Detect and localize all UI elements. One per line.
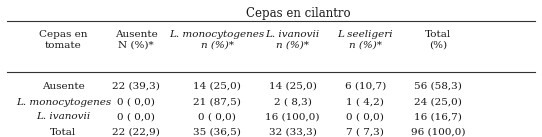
Text: Cepas en cilantro: Cepas en cilantro [246, 7, 350, 20]
Text: 21 (87,5): 21 (87,5) [193, 98, 241, 107]
Text: 1 ( 4,2): 1 ( 4,2) [346, 98, 384, 107]
Text: 16 (100,0): 16 (100,0) [266, 112, 320, 121]
Text: 96 (100,0): 96 (100,0) [411, 128, 466, 137]
Text: Total: Total [50, 128, 76, 137]
Text: L. monocytogenes: L. monocytogenes [16, 98, 111, 107]
Text: 14 (25,0): 14 (25,0) [193, 82, 241, 91]
Text: 6 (10,7): 6 (10,7) [345, 82, 386, 91]
Text: Ausente: Ausente [42, 82, 85, 91]
Text: 56 (58,3): 56 (58,3) [414, 82, 462, 91]
Text: 0 ( 0,0): 0 ( 0,0) [198, 112, 236, 121]
Text: 0 ( 0,0): 0 ( 0,0) [117, 98, 155, 107]
Text: L. ivanovii: L. ivanovii [36, 112, 91, 121]
Text: Cepas en
tomate: Cepas en tomate [39, 31, 88, 50]
Text: L seeligeri
n (%)*: L seeligeri n (%)* [338, 31, 393, 50]
Text: 7 ( 7,3): 7 ( 7,3) [346, 128, 384, 137]
Text: 2 ( 8,3): 2 ( 8,3) [274, 98, 312, 107]
Text: 22 (22,9): 22 (22,9) [112, 128, 160, 137]
Text: 35 (36,5): 35 (36,5) [193, 128, 241, 137]
Text: 22 (39,3): 22 (39,3) [112, 82, 160, 91]
Text: Total
(%): Total (%) [425, 31, 451, 50]
Text: 0 ( 0,0): 0 ( 0,0) [117, 112, 155, 121]
Text: L. ivanovii
n (%)*: L. ivanovii n (%)* [266, 31, 320, 50]
Text: 24 (25,0): 24 (25,0) [414, 98, 462, 107]
Text: 14 (25,0): 14 (25,0) [269, 82, 317, 91]
Text: 32 (33,3): 32 (33,3) [269, 128, 317, 137]
Text: L. monocytogenes
n (%)*: L. monocytogenes n (%)* [170, 31, 264, 50]
Text: 16 (16,7): 16 (16,7) [414, 112, 462, 121]
Text: Ausente
N (%)*: Ausente N (%)* [115, 31, 158, 50]
Text: 0 ( 0,0): 0 ( 0,0) [346, 112, 384, 121]
